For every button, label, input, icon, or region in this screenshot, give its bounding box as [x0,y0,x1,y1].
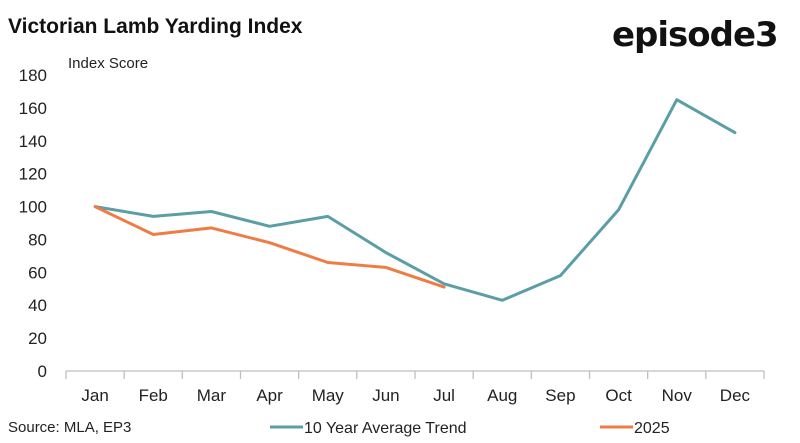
x-tick-label: Dec [720,386,751,405]
legend: 10 Year Average Trend 2025 [270,420,670,437]
y-tick-label: 160 [19,99,47,118]
chart-title: Victorian Lamb Yarding Index [8,15,303,38]
y-tick-label: 20 [28,329,47,348]
y-tick-label: 80 [28,230,47,249]
x-tick-label: May [312,386,345,405]
legend-label: 10 Year Average Trend [304,420,467,437]
x-tick-label: Jun [372,386,399,405]
x-tick-label: Oct [605,386,632,405]
series-line-ten-year-average-trend [93,98,737,302]
source-note: Source: MLA, EP3 [8,419,131,436]
y-axis-ticks: 0 20 40 60 80 100 120 140 160 180 [19,66,47,381]
y-axis-label: Index Score [68,55,148,72]
y-tick-label: 140 [19,132,47,151]
series-layer [93,98,737,302]
x-tick-label: Nov [662,386,693,405]
y-tick-label: 60 [28,263,47,282]
legend-label: 2025 [634,420,670,437]
x-tick-label: Aug [487,386,517,405]
x-axis-ticks: Jan Feb Mar Apr May Jun Jul Aug Sep Oct Nov Dec [81,386,750,405]
y-tick-label: 40 [28,296,47,315]
y-tick-label: 100 [19,198,47,217]
y-tick-label: 0 [38,362,47,381]
x-tick-label: Feb [139,386,168,405]
episode3-logo: episode3 [612,15,778,55]
series-line-2025 [93,205,446,289]
y-tick-label: 120 [19,165,47,184]
x-axis-tickmarks [65,371,765,379]
x-tick-label: Jan [81,386,108,405]
y-tick-label: 180 [19,66,47,85]
x-tick-label: Jul [433,386,455,405]
x-tick-label: Sep [545,386,575,405]
x-tick-label: Mar [197,386,227,405]
x-tick-label: Apr [256,386,283,405]
